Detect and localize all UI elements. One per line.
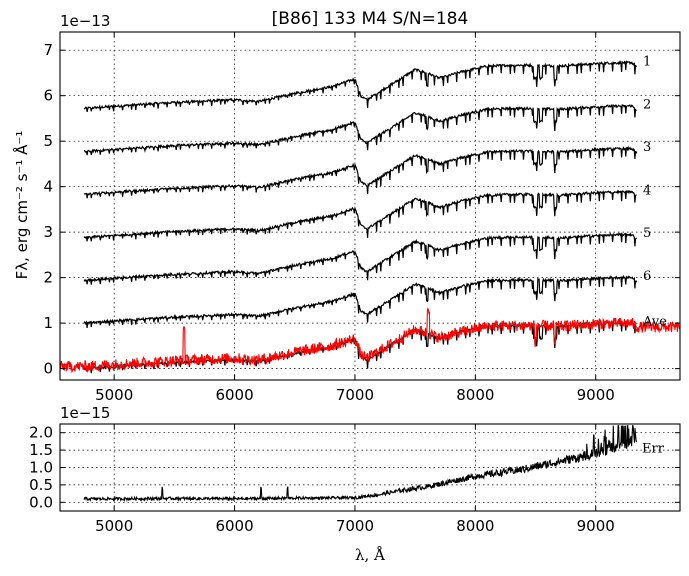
y-tick-label: 1	[43, 314, 53, 332]
y-tick-label: 6	[43, 87, 53, 105]
top-frame	[59, 31, 681, 381]
x-tick-label: 5000	[95, 517, 133, 535]
y-tick-label: 1.5	[29, 441, 53, 459]
top-series-labels: 1 2 3 4 5 6 Ave	[642, 54, 667, 329]
y-tick-label: 2	[43, 269, 53, 287]
bottom-error-spectrum	[83, 425, 637, 503]
x-tick-label: 7000	[336, 386, 374, 404]
y-tick-label: 5	[43, 132, 53, 150]
spectrum-line-4	[83, 189, 637, 242]
y-tick-label: 7	[43, 41, 53, 59]
x-tick-label: 8000	[456, 517, 494, 535]
bottom-series-labels: Err	[642, 441, 665, 456]
y-tick-label: 1.0	[29, 459, 53, 477]
x-tick-label: 9000	[577, 517, 615, 535]
bottom-offset-label: 1e−15	[60, 404, 110, 422]
series-label-4: 4	[643, 183, 651, 198]
series-label-Err: Err	[642, 441, 665, 456]
x-tick-label: 9000	[577, 386, 615, 404]
x-tick-label: 6000	[215, 386, 253, 404]
series-label-5: 5	[643, 226, 651, 241]
reference-spectrum-line	[59, 307, 681, 374]
y-tick-label: 0.5	[29, 476, 53, 494]
top-panel: 5000 6000 7000 8000 9000 0 1 2 3 4 5 6 7 1 2 3 4 5 6 Ave […	[12, 9, 681, 404]
bottom-grid	[60, 424, 680, 511]
error-spectrum-line	[83, 425, 637, 503]
series-label-6: 6	[643, 269, 651, 284]
series-label-Ave: Ave	[642, 314, 667, 329]
y-tick-label: 0	[43, 360, 53, 378]
x-tick-label: 8000	[456, 386, 494, 404]
y-tick-label: 3	[43, 223, 53, 241]
bottom-tick-labels: 5000 6000 7000 8000 9000 0.00.51.01.52.0	[29, 424, 615, 535]
top-y-axis-label: Fλ, erg cm⁻² s⁻¹ Å⁻¹	[12, 131, 31, 280]
top-ticks	[60, 32, 680, 380]
top-spectra	[59, 60, 681, 374]
x-tick-label: 6000	[215, 517, 253, 535]
top-offset-label: 1e−13	[60, 12, 110, 30]
spectrum-line-1	[83, 60, 638, 113]
y-tick-label: 0.0	[29, 493, 53, 511]
bottom-x-axis-label: λ, Å	[355, 546, 385, 564]
series-label-3: 3	[643, 140, 651, 155]
series-label-2: 2	[643, 97, 651, 112]
spectrum-line-5	[83, 232, 638, 285]
x-tick-label: 5000	[95, 386, 133, 404]
spectrum-line-2	[84, 104, 637, 156]
bottom-ticks	[60, 424, 680, 511]
top-tick-labels: 5000 6000 7000 8000 9000 0 1 2 3 4 5 6 7	[43, 41, 614, 404]
top-chart-title: [B86] 133 M4 S/N=184	[272, 9, 469, 29]
y-tick-label: 2.0	[29, 424, 53, 442]
series-label-1: 1	[643, 54, 651, 69]
x-tick-label: 7000	[336, 517, 374, 535]
spectrum-line-6	[83, 274, 638, 328]
y-tick-label: 4	[43, 178, 53, 196]
spectrum-line-3	[83, 145, 638, 199]
